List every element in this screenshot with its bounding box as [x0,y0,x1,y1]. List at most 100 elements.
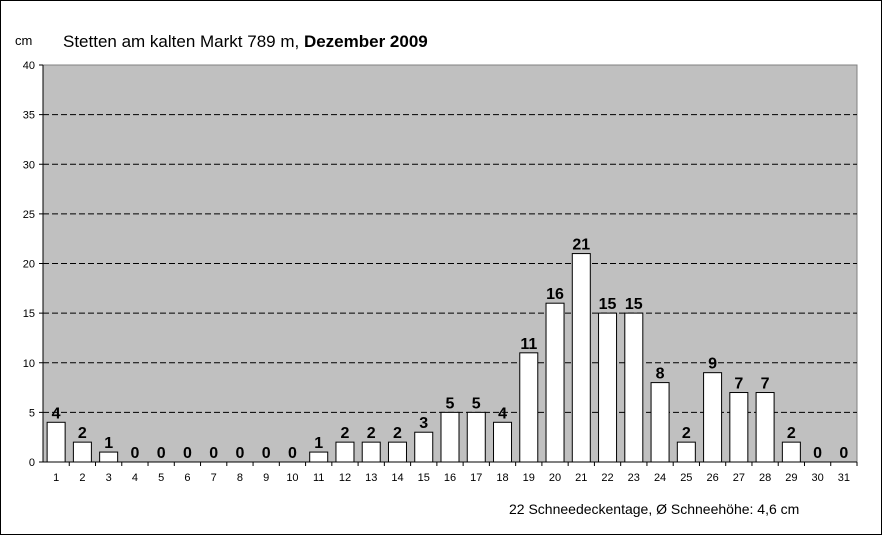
x-tick-label: 11 [313,472,324,484]
bar [493,421,513,463]
bar [361,441,381,463]
x-tick-label: 28 [759,472,771,484]
data-label: 0 [157,445,166,462]
y-tick-label: 30 [23,159,35,171]
data-label: 2 [78,425,87,442]
data-label: 8 [656,366,665,383]
y-tick-label: 20 [23,259,35,271]
data-label: 0 [130,445,139,462]
data-label: 15 [625,296,643,313]
y-tick-label: 0 [29,457,35,469]
data-label: 1 [104,435,113,452]
x-tick-label: 31 [838,472,850,484]
x-tick-label: 13 [365,472,377,484]
x-tick-label: 25 [680,472,692,484]
x-tick-label: 29 [785,472,797,484]
data-label: 9 [708,356,717,373]
data-label: 2 [787,425,796,442]
data-label: 0 [288,445,297,462]
y-tick-label: 15 [23,308,35,320]
data-label: 7 [734,376,743,393]
data-label: 2 [367,425,376,442]
y-tick-label: 35 [23,110,35,122]
data-label: 16 [546,286,564,303]
x-tick-label: 14 [391,472,403,484]
y-tick-label: 25 [23,209,35,221]
y-tick-label: 5 [29,407,35,419]
data-label: 5 [446,395,455,412]
chart-title: Stetten am kalten Markt 789 m, Dezember … [63,32,428,52]
bar [755,392,775,463]
chart-title-month: Dezember 2009 [303,32,428,51]
chart-title-location: Stetten am kalten Markt 789 m, [63,32,300,51]
x-tick-label: 21 [575,472,587,484]
x-tick-label: 8 [237,472,243,484]
bar [466,411,486,463]
bar [440,411,460,463]
data-label: 15 [599,296,617,313]
bar [624,312,644,463]
bar [703,372,723,463]
bar [335,441,355,463]
data-label: 4 [52,405,61,422]
data-label: 0 [813,445,822,462]
data-label: 0 [183,445,192,462]
data-label: 2 [682,425,691,442]
bar [309,451,329,463]
y-tick-label: 10 [23,358,35,370]
x-tick-label: 7 [211,472,217,484]
x-tick-label: 9 [263,472,269,484]
data-label: 0 [209,445,218,462]
x-tick-label: 1 [53,472,59,484]
bar [414,431,434,463]
x-tick-label: 16 [444,472,456,484]
y-axis-unit: cm [15,33,33,48]
bar [598,312,618,463]
x-tick-label: 23 [628,472,640,484]
data-label: 2 [393,425,402,442]
x-tick-label: 18 [496,472,508,484]
x-tick-label: 15 [418,472,430,484]
bar [46,421,66,463]
data-label: 0 [839,445,848,462]
x-tick-label: 10 [286,472,298,484]
data-label: 7 [761,376,770,393]
x-tick-label: 2 [79,472,85,484]
data-label: 11 [520,336,537,353]
x-tick-label: 30 [811,472,823,484]
x-tick-label: 17 [470,472,482,484]
x-tick-label: 3 [106,472,112,484]
y-tick-label: 40 [23,60,35,72]
x-tick-label: 5 [158,472,164,484]
data-label: 0 [235,445,244,462]
bar [72,441,92,463]
bar [545,302,565,463]
x-tick-label: 19 [523,472,535,484]
x-tick-label: 4 [132,472,138,484]
data-label: 1 [314,435,323,452]
bar [387,441,407,463]
data-label: 0 [262,445,271,462]
data-label: 3 [419,415,428,432]
x-tick-label: 24 [654,472,666,484]
x-tick-label: 12 [339,472,351,484]
chart-footer-summary: 22 Schneedeckentage, Ø Schneehöhe: 4,6 c… [509,501,800,517]
bar [650,382,670,463]
bar [99,451,119,463]
x-tick-label: 27 [733,472,745,484]
bar [571,253,591,463]
bar [519,352,539,463]
x-tick-label: 6 [184,472,190,484]
data-label: 5 [472,395,481,412]
data-label: 2 [341,425,350,442]
data-label: 21 [572,237,590,254]
x-tick-label: 26 [706,472,718,484]
data-label: 4 [498,405,507,422]
bar [676,441,696,463]
bar [781,441,801,463]
x-tick-label: 22 [601,472,613,484]
bar [729,392,749,463]
x-tick-label: 20 [549,472,561,484]
